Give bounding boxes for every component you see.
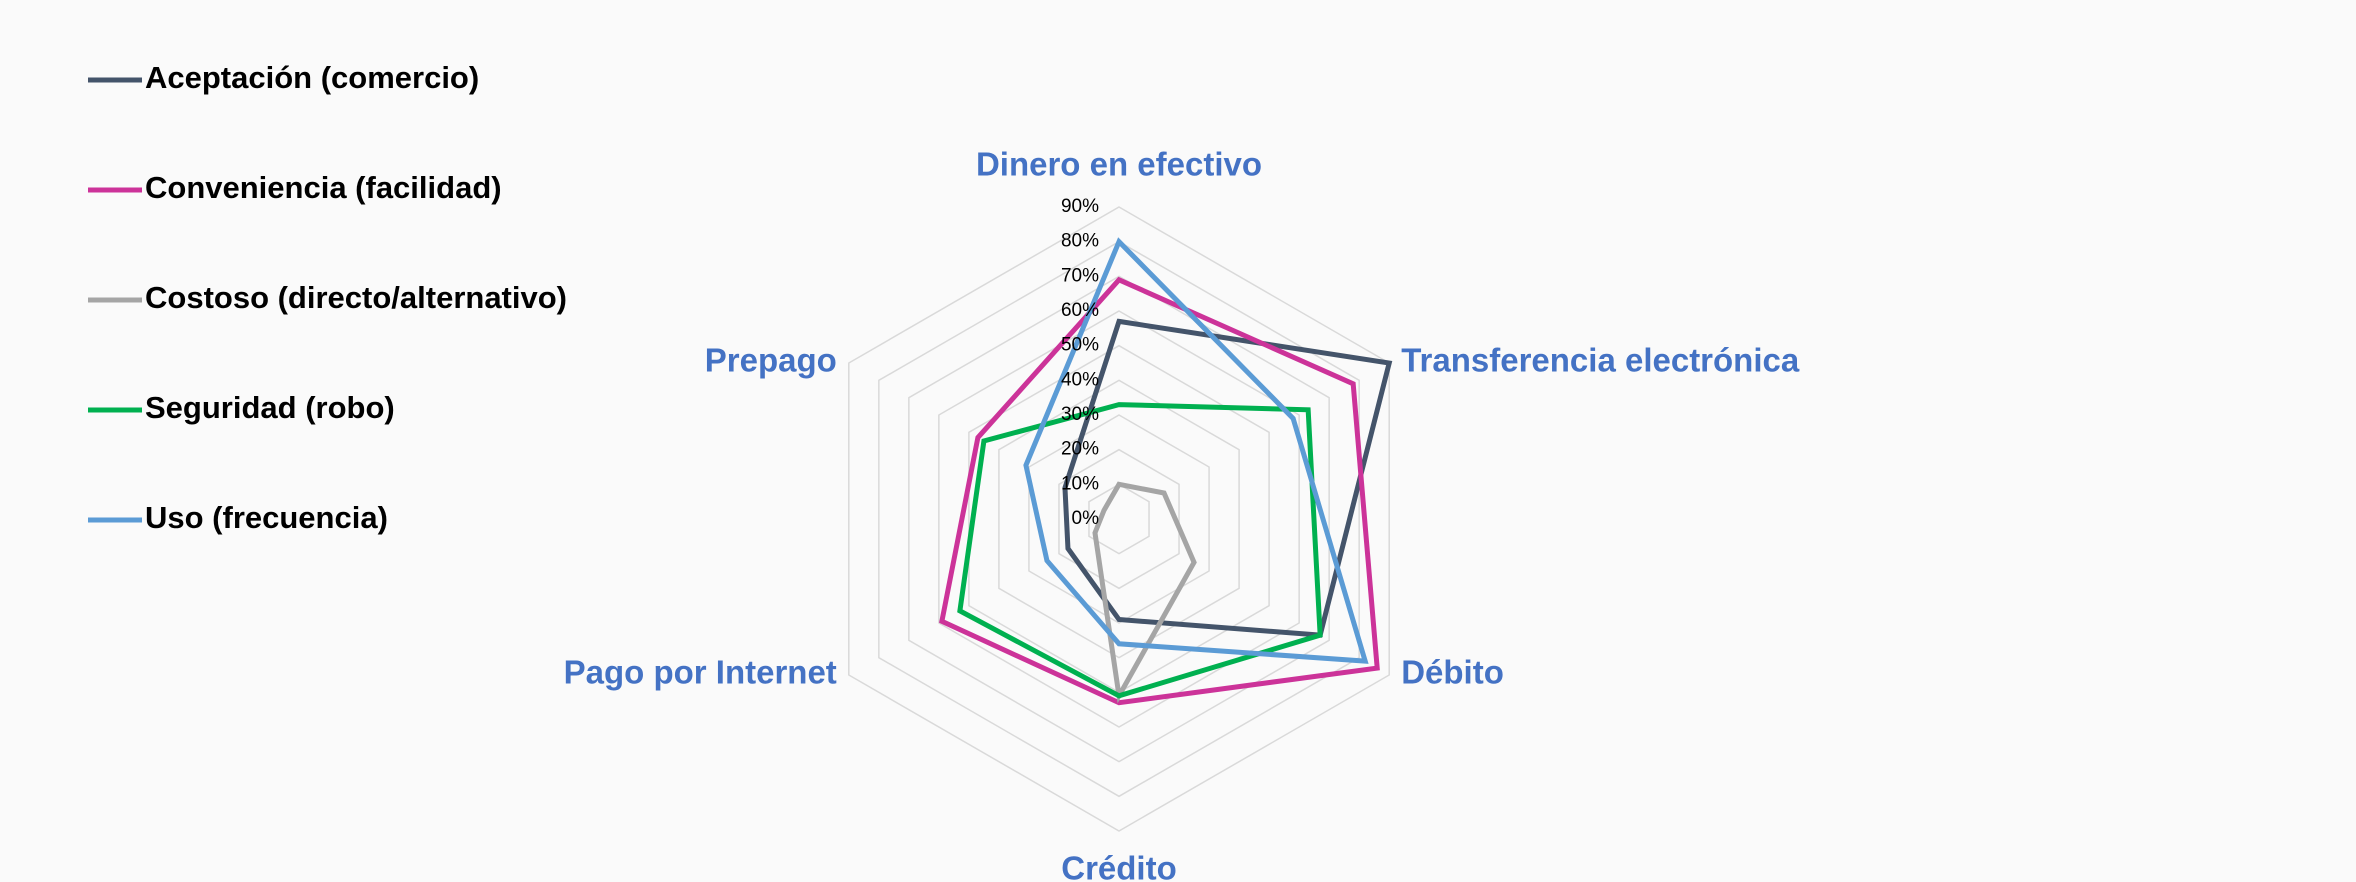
legend-label: Uso (frecuencia)	[145, 500, 388, 535]
axis-label: Débito	[1401, 654, 1504, 691]
grid-ring	[1088, 483, 1150, 555]
r-tick-label: 60%	[1061, 300, 1099, 321]
series-line	[1062, 318, 1393, 638]
r-tick-label: 70%	[1061, 265, 1099, 286]
axis-label: Crédito	[1061, 850, 1177, 882]
series-line	[957, 402, 1323, 699]
series-line	[1023, 237, 1369, 664]
grid-ring	[1028, 414, 1210, 624]
axis-label: Transferencia electrónica	[1401, 342, 1800, 379]
grid-ring	[938, 310, 1300, 728]
series-line	[939, 276, 1380, 706]
r-tick-label: 30%	[1061, 404, 1099, 425]
legend-label: Costoso (directo/alternativo)	[145, 280, 567, 315]
r-tick-label: 10%	[1061, 473, 1099, 494]
grid-ring	[998, 379, 1240, 659]
legend-label: Aceptación (comercio)	[145, 60, 479, 95]
grid-ring	[1058, 448, 1180, 590]
axis-label: Pago por Internet	[564, 654, 837, 691]
r-tick-label: 50%	[1061, 335, 1099, 356]
r-tick-label: 20%	[1061, 439, 1099, 460]
grid-ring	[908, 275, 1330, 763]
grid-ring	[878, 240, 1360, 798]
axis-label: Prepago	[705, 342, 837, 379]
axis-label: Dinero en efectivo	[976, 146, 1262, 183]
r-tick-label: 90%	[1061, 196, 1099, 217]
legend-label: Seguridad (robo)	[145, 390, 395, 425]
r-tick-label: 0%	[1072, 508, 1100, 529]
r-tick-label: 80%	[1061, 231, 1099, 252]
legend-label: Conveniencia (facilidad)	[145, 170, 502, 205]
r-tick-label: 40%	[1061, 369, 1099, 390]
